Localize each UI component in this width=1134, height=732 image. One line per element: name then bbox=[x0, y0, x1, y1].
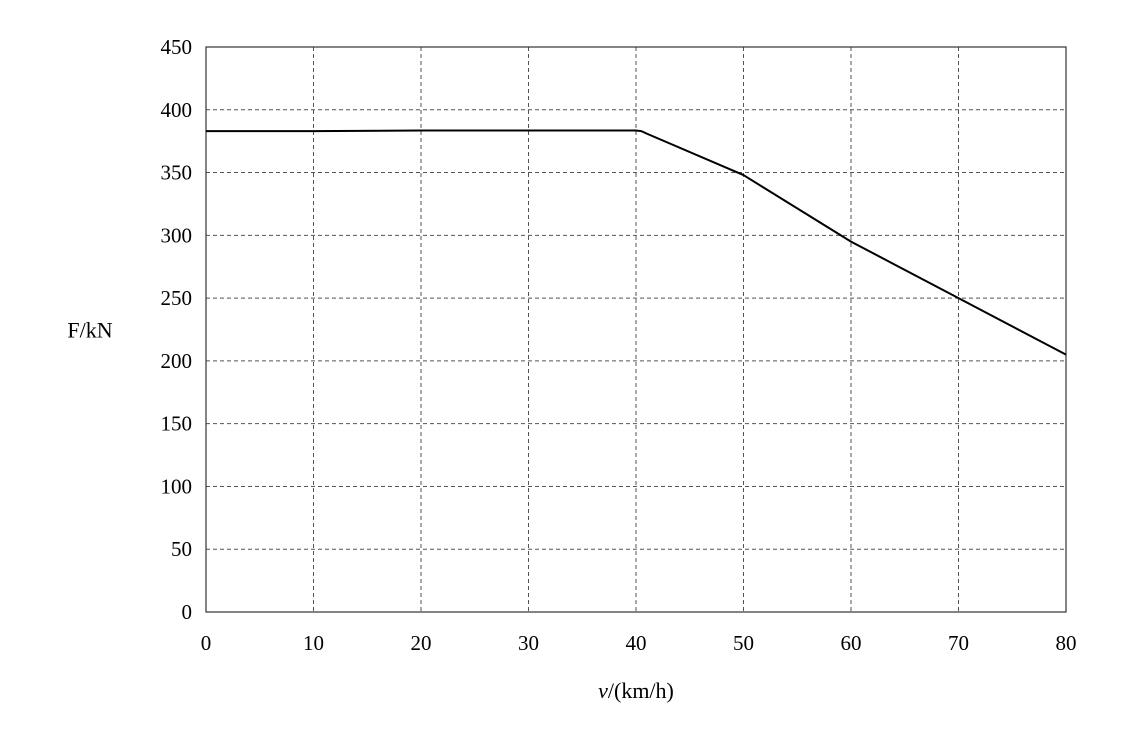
x-tick-label: 60 bbox=[841, 631, 862, 655]
x-tick-label: 70 bbox=[948, 631, 969, 655]
x-tick-label: 30 bbox=[518, 631, 539, 655]
x-tick-label: 40 bbox=[626, 631, 647, 655]
y-tick-label: 100 bbox=[161, 474, 193, 498]
y-tick-label: 400 bbox=[161, 98, 193, 122]
y-axis-title: F/kN bbox=[67, 318, 112, 343]
series-lines bbox=[206, 129, 1067, 356]
x-tick-label: 80 bbox=[1056, 631, 1077, 655]
y-tick-label: 50 bbox=[171, 537, 192, 561]
y-tick-label: 250 bbox=[161, 286, 193, 310]
y-tick-label: 450 bbox=[161, 35, 193, 59]
y-tick-label: 350 bbox=[161, 161, 193, 185]
x-grid-lines bbox=[313, 47, 959, 612]
y-grid-lines bbox=[206, 109, 1066, 550]
plot-area-frame bbox=[205, 46, 1067, 613]
x-tick-label: 50 bbox=[733, 631, 754, 655]
x-tick-label: 10 bbox=[303, 631, 324, 655]
x-tick-label: 20 bbox=[411, 631, 432, 655]
x-axis-title: v/(km/h) bbox=[598, 678, 674, 703]
x-axis-title-variable: v bbox=[598, 678, 608, 703]
y-tick-label: 300 bbox=[161, 223, 193, 247]
series-line bbox=[206, 129, 1067, 356]
y-tick-labels: 0 50 100 150 200 250 300 350 400 450 bbox=[161, 35, 193, 624]
x-axis-title-unit: /(km/h) bbox=[608, 678, 674, 703]
y-tick-label: 150 bbox=[161, 412, 193, 436]
x-tick-label: 0 bbox=[201, 631, 212, 655]
y-tick-label: 200 bbox=[161, 349, 193, 373]
y-tick-label: 0 bbox=[182, 600, 193, 624]
x-tick-labels: 0 10 20 30 40 50 60 70 80 bbox=[201, 631, 1077, 655]
